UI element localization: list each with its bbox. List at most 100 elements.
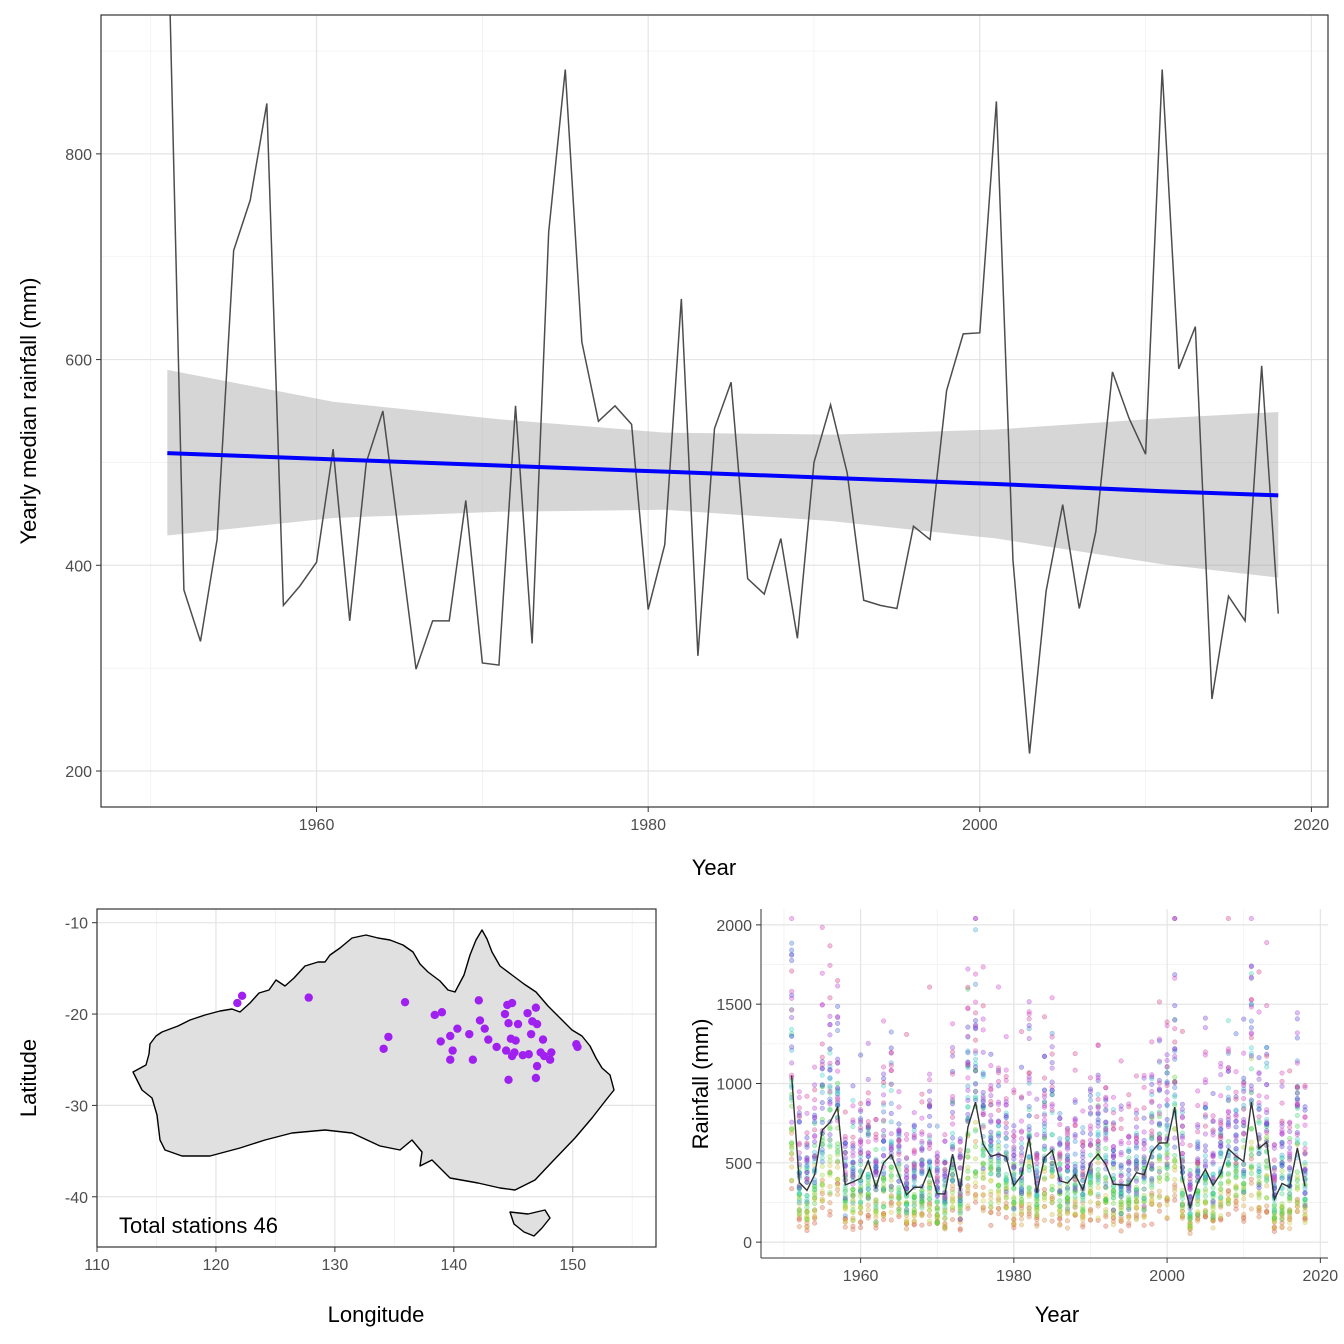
station-rainfall-point [1248,1152,1254,1158]
station-rainfall-point [1072,1123,1078,1129]
station-rainfall-point [789,1178,795,1184]
station-rainfall-point [896,1194,902,1200]
station-rainfall-point [995,1161,1002,1167]
station-rainfall-point [835,1159,841,1165]
station-rainfall-point [919,1166,925,1172]
station-rainfall-point [1003,1120,1009,1126]
station-rainfall-point [819,1084,825,1090]
station-rainfall-point [835,1091,841,1097]
station-rainfall-point [881,1213,887,1219]
station-rainfall-point [850,1159,856,1165]
station-rainfall-point [881,1174,887,1180]
station-rainfall-point [827,1046,833,1052]
station-rainfall-point [1141,1186,1147,1192]
scatter-y-axis-title: Rainfall (mm) [688,1019,713,1150]
station-rainfall-point [842,1150,848,1156]
station-rainfall-point [796,1192,802,1198]
station-rainfall-point [789,988,795,994]
station-rainfall-point [858,1108,864,1114]
station-rainfall-point [812,1143,818,1149]
station-rainfall-point [1225,1065,1231,1071]
australia-outline [132,929,615,1237]
station-rainfall-point [881,1079,887,1086]
station-rainfall-point [873,1197,879,1203]
station-rainfall-point [1103,1145,1109,1152]
station-rainfall-point [1256,1100,1262,1106]
station-rainfall-point [1294,1090,1300,1096]
station-rainfall-point [1156,1080,1162,1086]
station-rainfall-point [888,1187,894,1193]
station-rainfall-point [865,1212,871,1218]
station-rainfall-point [881,1118,887,1124]
station-rainfall-point [927,1185,933,1191]
station-rainfall-point [896,1206,902,1212]
station-rainfall-point [1225,1200,1231,1206]
station-rainfall-point [904,1156,910,1162]
station-rainfall-point [888,1203,894,1209]
station-rainfall-point [789,952,795,958]
top-x-tick-label: 2020 [1294,817,1330,834]
station-rainfall-point [812,1207,818,1213]
station-rainfall-point [896,1128,902,1134]
station-rainfall-point [1294,1169,1300,1175]
station-rainfall-point [1248,1192,1254,1198]
station-rainfall-point [827,1066,833,1073]
station-rainfall-point [881,1076,887,1082]
station-rainfall-point [835,1152,841,1158]
station-rainfall-point [1233,1096,1239,1102]
station-rainfall-point [865,1124,871,1130]
station-rainfall-point [804,1208,810,1214]
station-rainfall-point [804,1176,810,1182]
station-rainfall-point [1156,1208,1162,1214]
station-rainfall-point [1095,1075,1101,1081]
station-rainfall-point [827,1106,833,1112]
station-rainfall-point [1256,1107,1262,1113]
station-rainfall-point [789,1130,795,1136]
station-rainfall-point [1172,1053,1178,1059]
station-rainfall-point [1126,1092,1132,1098]
station-rainfall-point [896,1206,902,1212]
station-rainfall-point [950,1199,956,1205]
station-rainfall-point [1241,1016,1247,1022]
station-rainfall-point [865,1186,871,1192]
station-rainfall-point [850,1159,856,1165]
station-rainfall-point [865,1195,871,1201]
station-rainfall-point [896,1139,902,1145]
station-rainfall-point [888,1167,894,1173]
station-rainfall-point [835,1147,841,1154]
station-rainfall-point [865,1181,871,1187]
station-rainfall-point [1072,1117,1078,1123]
station-rainfall-point [1210,1225,1216,1231]
station-rainfall-point [934,1123,940,1129]
station-rainfall-point [1264,1044,1270,1051]
station-rainfall-point [850,1193,856,1199]
station-rainfall-point [988,1171,994,1177]
station-rainfall-point [850,1218,856,1224]
station-rainfall-point [1195,1159,1201,1165]
station-rainfall-point [1256,1150,1262,1157]
station-point [437,1008,447,1017]
station-rainfall-point [865,1183,871,1189]
station-rainfall-point [950,1045,956,1051]
station-rainfall-point [1095,1200,1101,1206]
station-rainfall-point [1294,1100,1300,1107]
station-rainfall-point [804,1165,810,1171]
station-point [400,997,410,1007]
station-rainfall-point [1141,1115,1147,1121]
station-rainfall-point [789,1047,795,1053]
station-rainfall-point [995,1107,1002,1113]
station-rainfall-point [819,1059,825,1065]
station-rainfall-points [789,915,1308,1237]
station-rainfall-point [881,1204,887,1210]
station-rainfall-point [858,1119,864,1125]
station-rainfall-point [965,1104,971,1110]
station-rainfall-point [1279,1217,1285,1223]
station-rainfall-point [1233,1134,1239,1140]
station-rainfall-point [812,1187,818,1193]
station-rainfall-point [1287,1068,1293,1074]
station-rainfall-point [858,1125,864,1131]
station-rainfall-point [819,1105,825,1111]
station-rainfall-point [881,1210,887,1216]
station-rainfall-point [881,1188,887,1194]
station-rainfall-point [942,1132,948,1138]
